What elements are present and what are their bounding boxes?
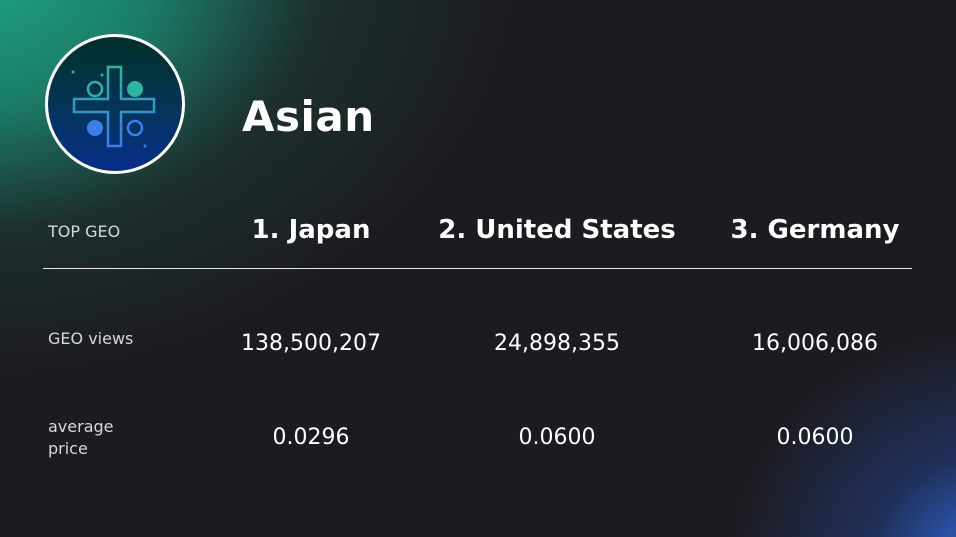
average-price-label: average price xyxy=(48,417,114,458)
geo-column-2: 2. United States xyxy=(438,215,676,245)
average-price-value: 0.0600 xyxy=(518,425,596,450)
page-title: Asian xyxy=(242,92,375,141)
average-price-value: 0.0600 xyxy=(776,425,854,450)
top-geo-label: TOP GEO xyxy=(48,222,121,241)
geo-views-value: 16,006,086 xyxy=(752,331,878,356)
divider xyxy=(43,268,912,269)
geo-views-label: GEO views xyxy=(48,329,134,348)
geo-column-3: 3. Germany xyxy=(730,215,900,245)
geo-column-1: 1. Japan xyxy=(251,215,371,245)
average-price-value: 0.0296 xyxy=(272,425,350,450)
geo-views-value: 24,898,355 xyxy=(494,331,620,356)
logo xyxy=(45,34,185,174)
geo-views-value: 138,500,207 xyxy=(241,331,381,356)
medical-cross-icon xyxy=(71,65,156,148)
